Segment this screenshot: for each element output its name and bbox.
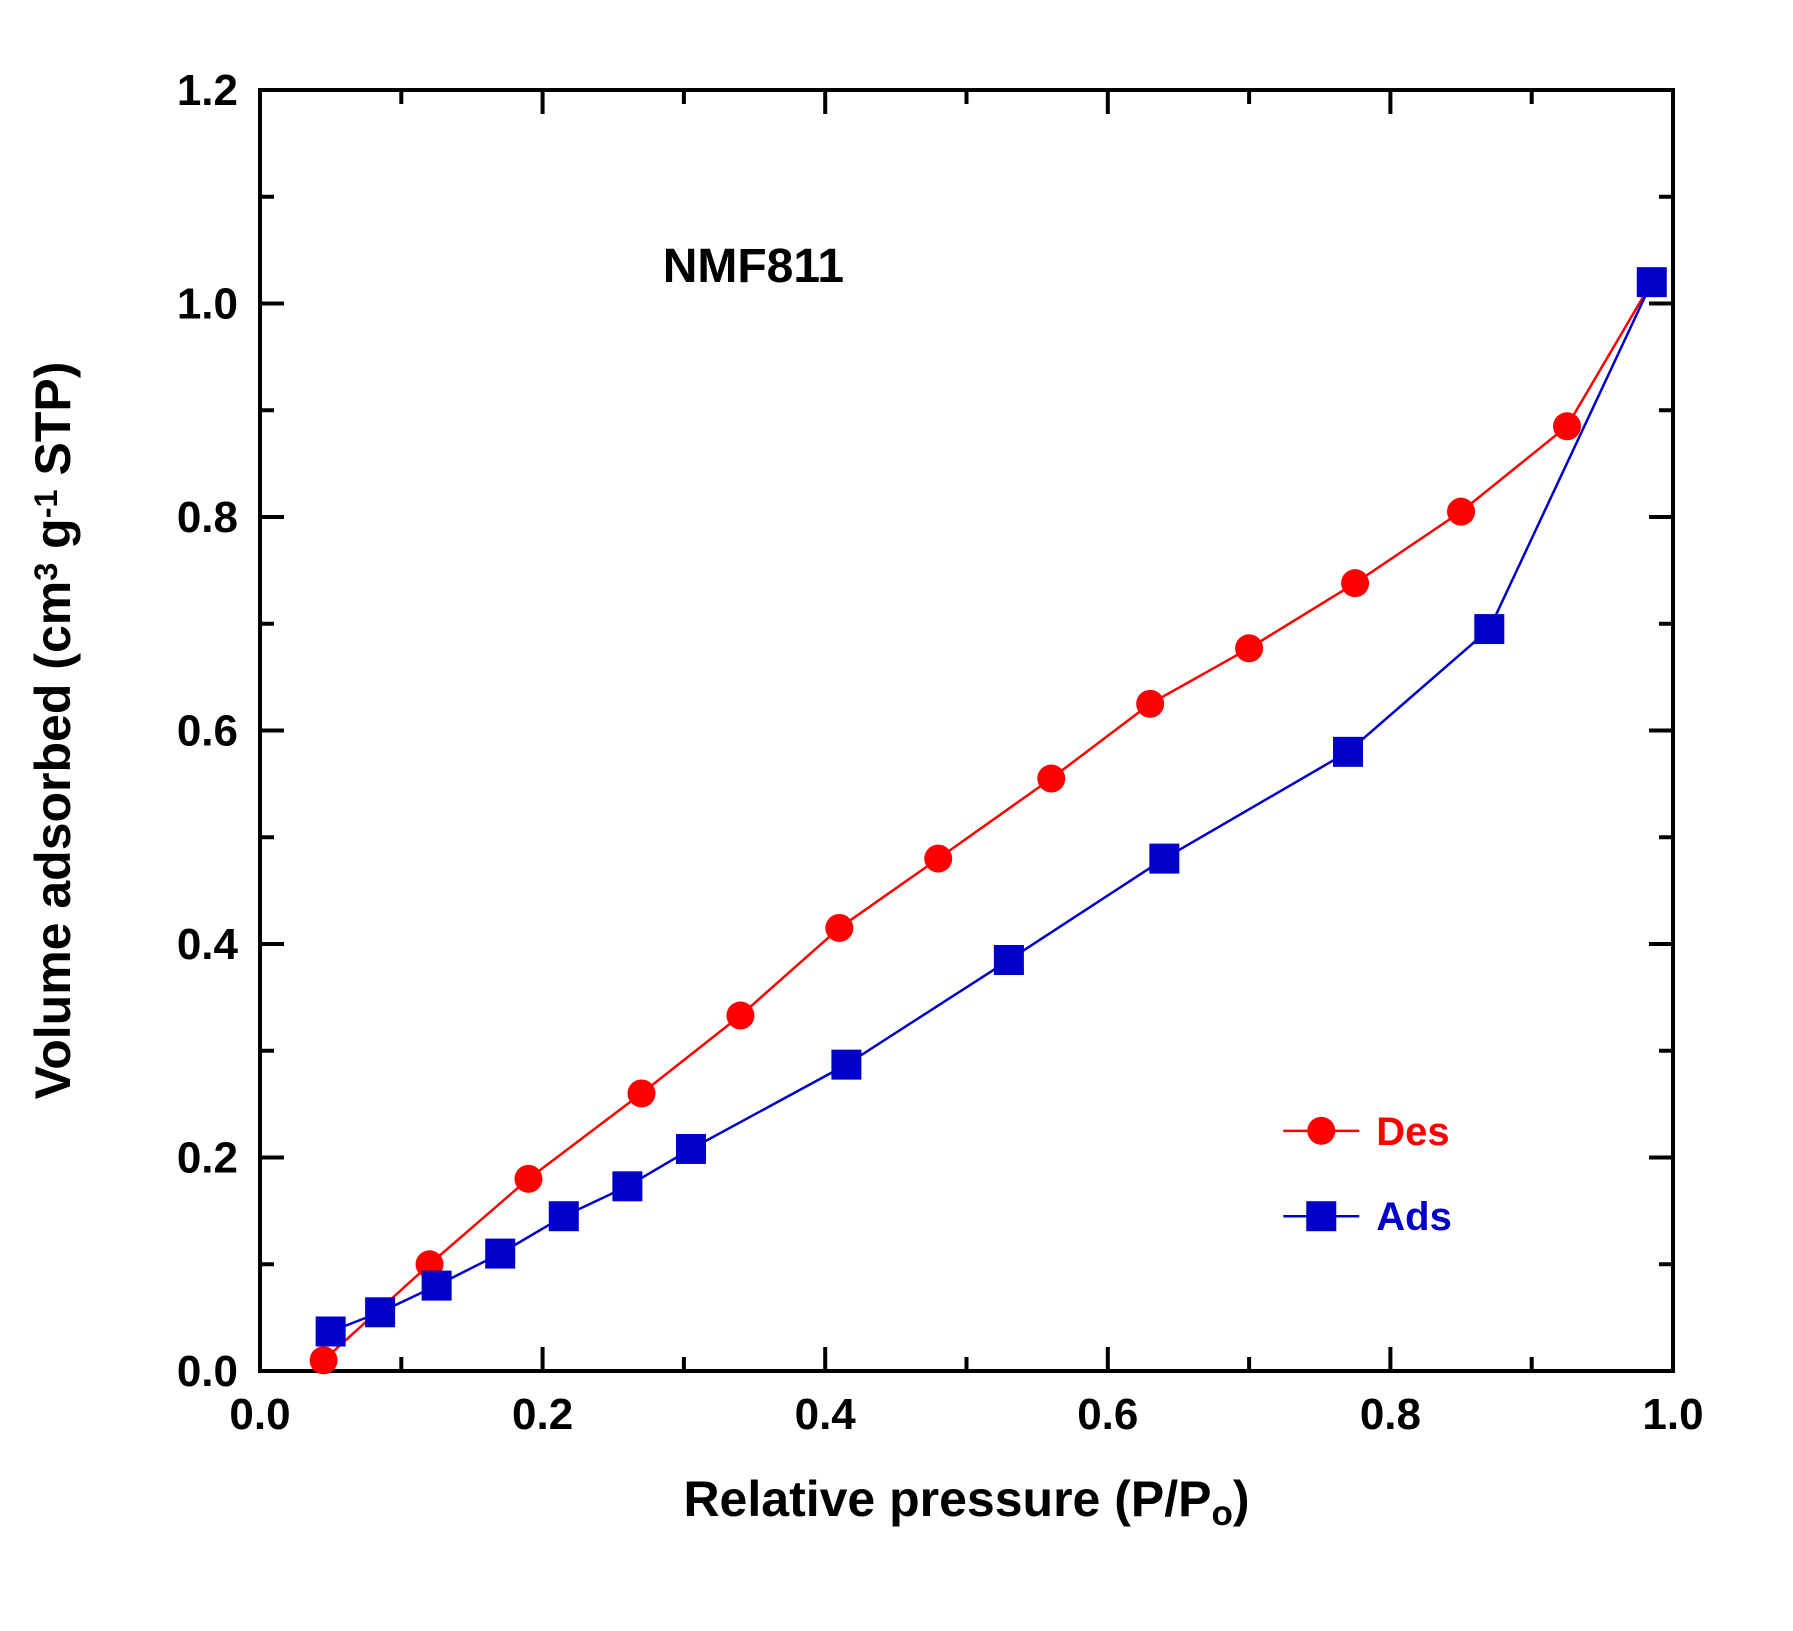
legend-label-des: Des	[1376, 1110, 1449, 1154]
legend-label-ads: Ads	[1376, 1195, 1452, 1239]
x-tick-label: 0.2	[512, 1390, 573, 1439]
x-axis-label: Relative pressure (P/Po)	[683, 1471, 1249, 1533]
marker-ads	[612, 1171, 642, 1201]
y-axis-label: Volume adsorbed (cm3 g-1 STP)	[25, 362, 81, 1100]
isotherm-chart: 0.0 0.2 0.4 0.6 0.8 1.0 0.0 0.2 0.4 0.6 0.8 1.0 1.2 R…	[0, 0, 1793, 1631]
x-tick-label: 0.6	[1077, 1390, 1138, 1439]
y-tick-label: 1.2	[177, 66, 238, 115]
marker-ads	[485, 1239, 515, 1269]
marker-ads	[549, 1201, 579, 1231]
marker-ads	[316, 1317, 346, 1347]
marker-ads	[831, 1050, 861, 1080]
marker-ads	[1637, 267, 1667, 297]
marker-des	[1235, 634, 1263, 662]
marker-des	[1341, 569, 1369, 597]
y-tick-label: 1.0	[177, 280, 238, 329]
marker-ads	[1149, 844, 1179, 874]
y-tick-label: 0.8	[177, 493, 238, 542]
x-tick-label: 0.4	[795, 1390, 857, 1439]
marker-ads	[422, 1271, 452, 1301]
y-tick-label: 0.2	[177, 1134, 238, 1183]
marker-ads	[1333, 737, 1363, 767]
y-tick-label: 0.6	[177, 707, 238, 756]
marker-des	[310, 1346, 338, 1374]
marker-des	[825, 914, 853, 942]
marker-des	[1136, 690, 1164, 718]
chart-container: 0.0 0.2 0.4 0.6 0.8 1.0 0.0 0.2 0.4 0.6 0.8 1.0 1.2 R…	[0, 0, 1793, 1631]
marker-des	[628, 1079, 656, 1107]
y-tick-label: 0.4	[177, 920, 239, 969]
marker-des	[1037, 765, 1065, 793]
x-tick-label: 0.8	[1360, 1390, 1421, 1439]
x-tick-label: 0.0	[229, 1390, 290, 1439]
legend-marker-ads	[1306, 1201, 1336, 1231]
marker-ads	[1474, 614, 1504, 644]
y-tick-label: 0.0	[177, 1347, 238, 1396]
marker-des	[1553, 412, 1581, 440]
marker-des	[1447, 498, 1475, 526]
marker-ads	[994, 945, 1024, 975]
marker-ads	[365, 1297, 395, 1327]
plot-title: NMF811	[663, 240, 844, 293]
marker-des	[924, 845, 952, 873]
marker-des	[514, 1165, 542, 1193]
marker-ads	[676, 1134, 706, 1164]
x-tick-label: 1.0	[1642, 1390, 1703, 1439]
legend-marker-des	[1307, 1117, 1335, 1145]
marker-des	[726, 1002, 754, 1030]
